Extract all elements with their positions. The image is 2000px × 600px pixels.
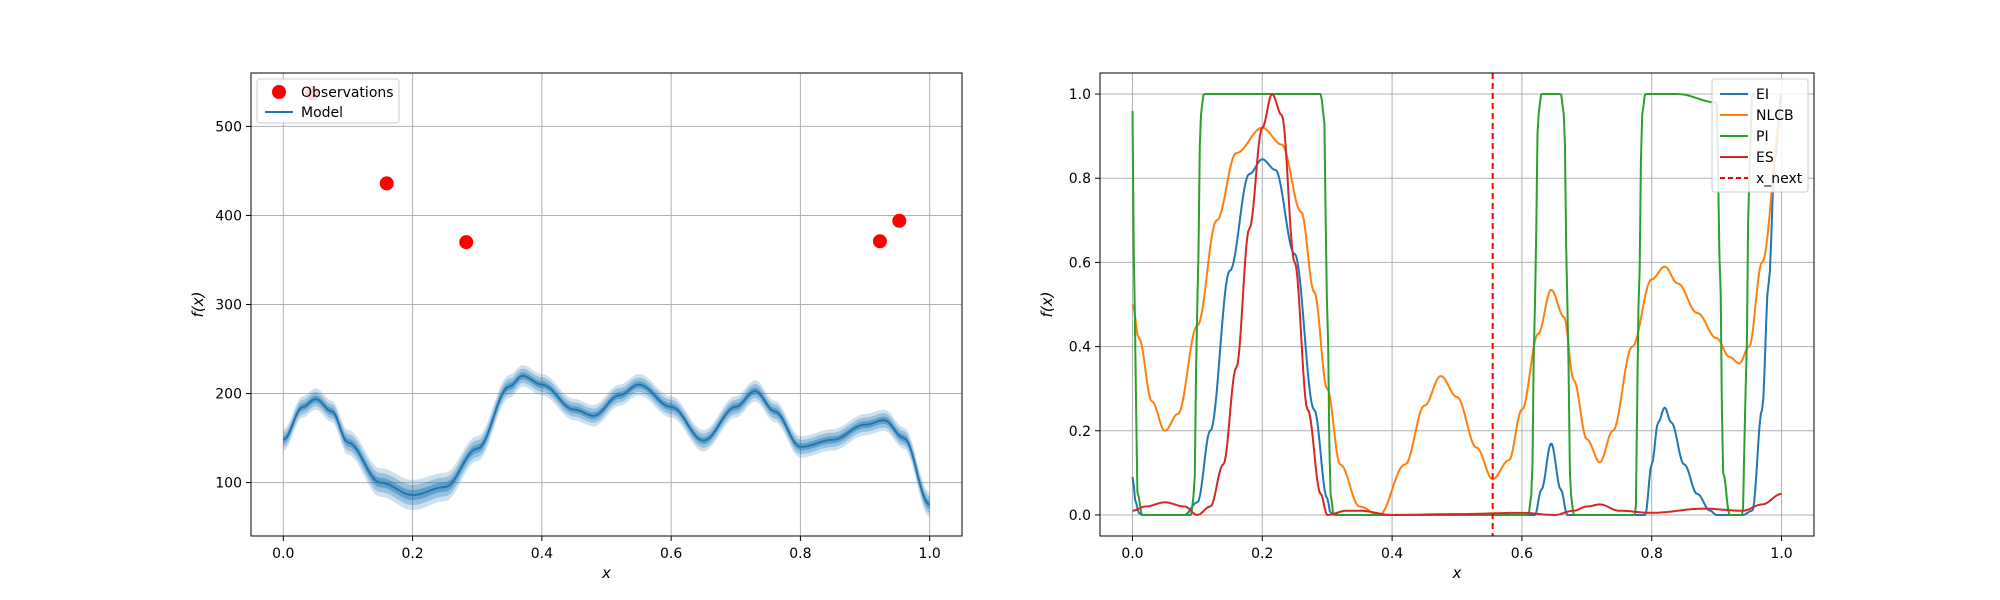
y-tick-label: 300	[215, 298, 242, 314]
observation-point	[459, 235, 474, 250]
legend-label-x-next: x_next	[1756, 171, 1803, 187]
series-line-nlcb	[1131, 114, 1783, 516]
y-tick-label: 200	[215, 387, 242, 403]
model-mean-line	[282, 374, 931, 506]
y-tick-label: 1.0	[1069, 87, 1091, 103]
x-tick-label: 0.8	[789, 546, 811, 562]
x-tick-label: 1.0	[919, 546, 941, 562]
left-ticks: 0.0 0.2 0.4 0.6 0.8 1.0 100 200 300 400 500	[215, 119, 941, 562]
y-tick-label: 0.0	[1069, 508, 1091, 524]
x-tick-label: 1.0	[1770, 546, 1792, 562]
right-y-axis-label: f(x)	[1038, 292, 1056, 318]
legend-observations-label: Observations	[301, 85, 394, 101]
observation-point	[379, 176, 394, 191]
series-line-es	[1132, 93, 1782, 516]
x-tick-label: 0.4	[1381, 546, 1403, 562]
x-tick-label: 0.6	[1511, 546, 1533, 562]
y-tick-label: 500	[215, 119, 242, 135]
y-tick-label: 0.8	[1069, 171, 1091, 187]
left-grid	[251, 73, 962, 536]
series-line-ei	[1131, 93, 1783, 516]
legend-label-pi: PI	[1756, 129, 1769, 145]
y-tick-label: 0.2	[1069, 424, 1091, 440]
left-chart-panel: 0.0 0.2 0.4 0.6 0.8 1.0 100 200 300 400 500 x f(x)…	[189, 72, 963, 582]
left-model-bands	[283, 365, 930, 518]
right-legend-box	[1711, 78, 1809, 193]
legend-label-ei: EI	[1756, 87, 1769, 103]
x-tick-label: 0.8	[1641, 546, 1663, 562]
right-acquisition-lines	[1131, 93, 1783, 516]
legend-label-nlcb: NLCB	[1756, 108, 1794, 124]
legend-observations-marker	[272, 85, 286, 99]
left-x-axis-label: x	[601, 564, 611, 582]
y-tick-label: 0.6	[1069, 255, 1091, 271]
right-x-axis-label: x	[1452, 564, 1462, 582]
x-tick-label: 0.0	[1121, 546, 1143, 562]
right-legend: EI NLCB PI ES x_next	[1711, 78, 1809, 193]
right-legend-items: EI NLCB PI ES x_next	[1720, 87, 1803, 187]
left-y-axis-label: f(x)	[189, 292, 207, 318]
y-tick-label: 400	[215, 208, 242, 224]
right-ticks: 0.0 0.2 0.4 0.6 0.8 1.0 0.0 0.2 0.4 0.6 0.8 1.0	[1069, 87, 1793, 562]
x-tick-label: 0.6	[660, 546, 682, 562]
model-confidence-band	[283, 365, 930, 518]
x-tick-label: 0.4	[531, 546, 553, 562]
y-tick-label: 100	[215, 476, 242, 492]
legend-label-es: ES	[1756, 150, 1774, 166]
x-tick-label: 0.2	[401, 546, 423, 562]
y-tick-label: 0.4	[1069, 340, 1091, 356]
right-chart-panel: 0.0 0.2 0.4 0.6 0.8 1.0 0.0 0.2 0.4 0.6 0.8 1.0 x f…	[1038, 72, 1815, 582]
left-model-line	[282, 374, 931, 506]
x-tick-label: 0.2	[1251, 546, 1273, 562]
x-tick-label: 0.0	[272, 546, 294, 562]
observation-point	[892, 213, 907, 228]
right-axes-frame	[1099, 72, 1815, 537]
left-legend: Observations Model	[256, 78, 400, 124]
right-grid	[1100, 73, 1814, 536]
legend-model-label: Model	[301, 105, 343, 121]
observation-point	[872, 234, 887, 249]
